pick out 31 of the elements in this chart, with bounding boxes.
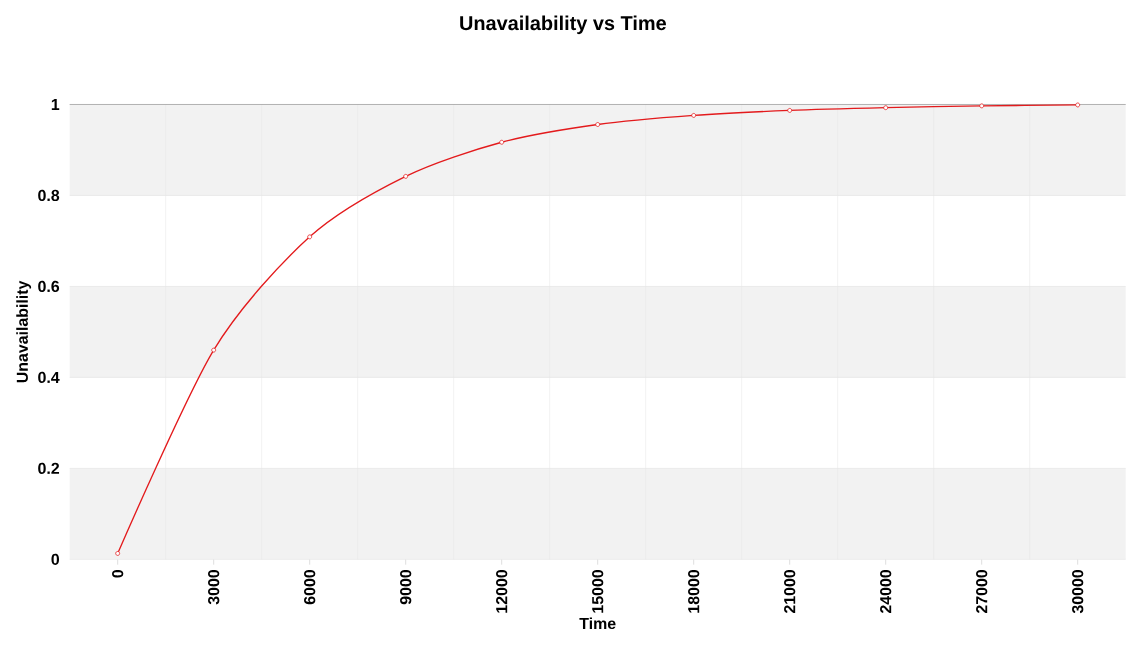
point xyxy=(787,108,793,113)
chart-title: Unavailability vs Time xyxy=(460,15,666,35)
point xyxy=(595,122,601,127)
point xyxy=(883,105,889,111)
y-tick-label: 0.6 xyxy=(38,280,60,293)
y-tick-label: 0.8 xyxy=(38,189,60,202)
point xyxy=(307,234,313,240)
x-tick-label: 9000 xyxy=(400,570,412,605)
point xyxy=(691,113,697,118)
x-tick-label: 3000 xyxy=(208,570,220,605)
x-tick-label: 27000 xyxy=(976,570,988,614)
y-tick-label: 0.4 xyxy=(38,371,60,384)
x-tick-label: 6000 xyxy=(304,570,316,605)
x-tick-label: 21000 xyxy=(784,570,796,614)
y-axis-title: Unavailability xyxy=(16,280,32,383)
point xyxy=(499,139,505,145)
y-tick-label: 1 xyxy=(51,99,60,111)
y-tick-label: 0 xyxy=(51,553,60,566)
x-tick-label: 18000 xyxy=(688,570,700,613)
x-tick-label: 30000 xyxy=(1072,570,1084,614)
point xyxy=(979,103,985,109)
x-tick-label: 0 xyxy=(112,570,124,578)
point xyxy=(403,174,409,179)
point xyxy=(115,551,121,556)
x-tick-label: 24000 xyxy=(880,570,892,614)
x-tick-label: 12000 xyxy=(496,570,508,613)
point xyxy=(211,347,217,353)
x-tick-label: 15000 xyxy=(592,570,604,613)
point xyxy=(1075,102,1081,108)
x-axis-title: Time xyxy=(579,617,616,630)
y-tick-label: 0.2 xyxy=(38,462,60,475)
